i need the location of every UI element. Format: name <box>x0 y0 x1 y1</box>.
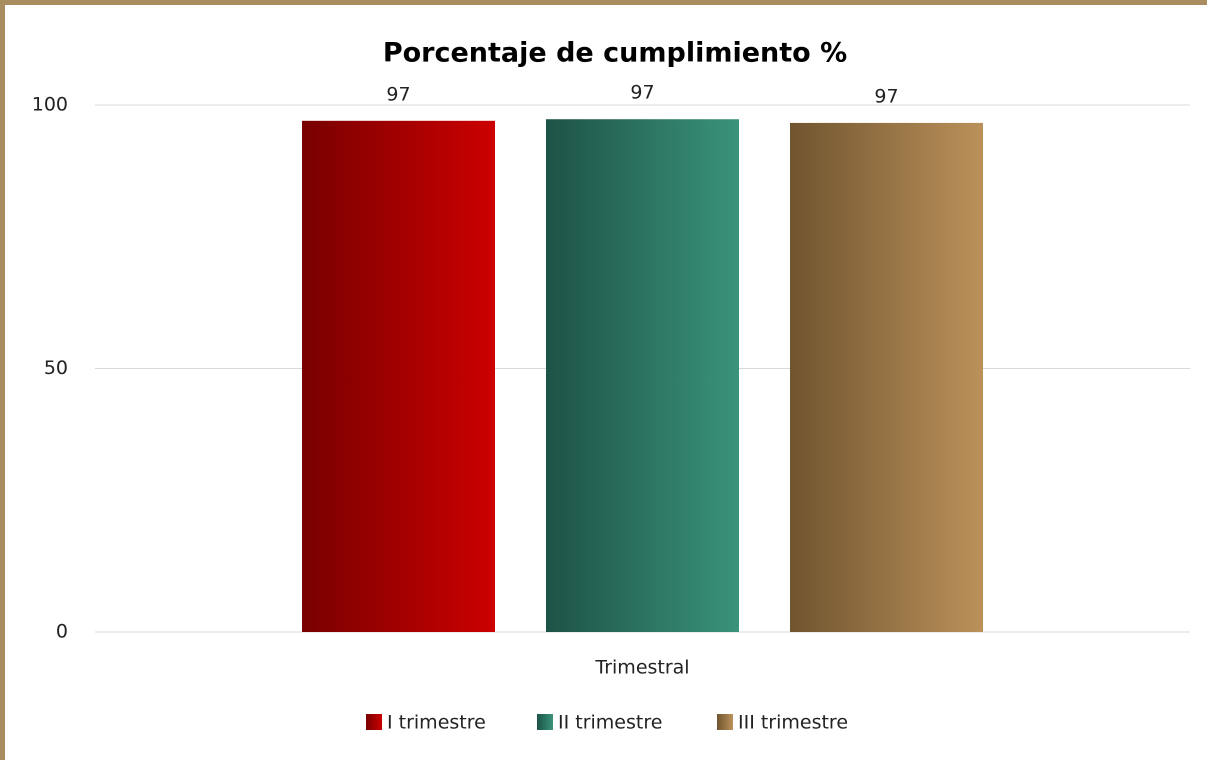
data-label: 97 <box>874 85 898 107</box>
legend-swatch <box>717 714 733 730</box>
legend-swatch <box>537 714 553 730</box>
legend-label: III trimestre <box>738 712 848 734</box>
legend-label: II trimestre <box>558 712 662 734</box>
frame-left <box>0 0 5 760</box>
frame-top <box>0 0 1207 5</box>
legend-label: I trimestre <box>387 712 486 734</box>
data-label: 97 <box>630 82 654 104</box>
data-label: 97 <box>386 83 410 105</box>
x-axis-label: Trimestral <box>594 657 689 679</box>
y-tick-label: 100 <box>32 94 68 116</box>
bar <box>790 122 983 632</box>
legend-swatch <box>366 714 382 730</box>
bar <box>302 120 495 632</box>
y-tick-label: 0 <box>56 621 68 643</box>
bar <box>546 119 739 632</box>
chart-title: Porcentaje de cumplimiento % <box>383 38 847 69</box>
y-tick-label: 50 <box>44 357 68 379</box>
